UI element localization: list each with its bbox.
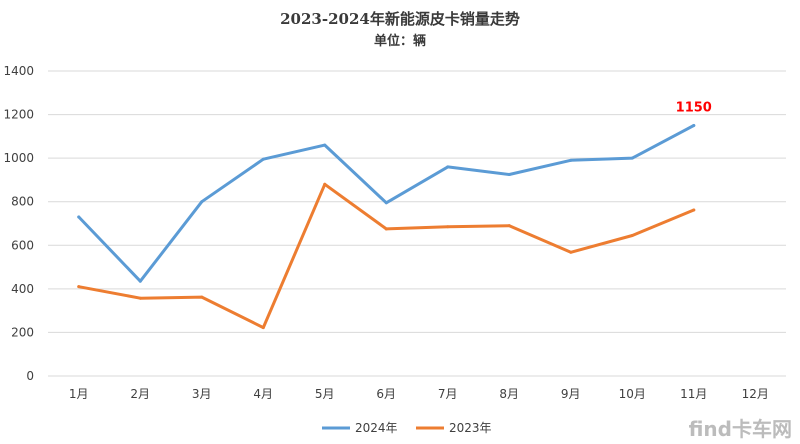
data-point xyxy=(692,208,696,212)
data-point xyxy=(507,172,511,176)
x-tick-label: 10月 xyxy=(619,387,646,401)
x-tick-label: 11月 xyxy=(680,387,707,401)
y-tick-label: 0 xyxy=(26,369,34,383)
legend-label: 2024年 xyxy=(355,421,398,435)
chart-subtitle: 单位：辆 xyxy=(374,33,426,49)
legend-item-1[interactable]: 2023年 xyxy=(416,421,492,435)
x-tick-label: 8月 xyxy=(499,387,519,401)
x-tick-label: 6月 xyxy=(376,387,396,401)
legend-label: 2023年 xyxy=(449,421,492,435)
data-point xyxy=(261,326,265,330)
y-tick-label: 600 xyxy=(11,238,34,252)
data-point xyxy=(384,201,388,205)
data-point xyxy=(569,250,573,254)
x-tick-label: 1月 xyxy=(69,387,89,401)
data-point xyxy=(77,215,81,219)
legend-item-0[interactable]: 2024年 xyxy=(322,421,398,435)
data-point xyxy=(200,200,204,204)
data-point xyxy=(692,123,696,127)
data-point xyxy=(446,225,450,229)
data-point xyxy=(446,165,450,169)
y-tick-label: 400 xyxy=(11,282,34,296)
x-tick-label: 7月 xyxy=(438,387,458,401)
data-point xyxy=(200,295,204,299)
legend[interactable]: 2024年 2023年 xyxy=(322,421,492,435)
data-point xyxy=(323,182,327,186)
data-point xyxy=(261,157,265,161)
series-line-1 xyxy=(77,182,696,330)
y-tick-label: 200 xyxy=(11,325,34,339)
y-tick-label: 1400 xyxy=(3,64,34,78)
data-point xyxy=(507,224,511,228)
data-point xyxy=(77,285,81,289)
watermark: find卡车网 xyxy=(689,417,792,441)
x-tick-label: 5月 xyxy=(315,387,335,401)
x-tick-label: 4月 xyxy=(253,387,273,401)
data-point xyxy=(138,296,142,300)
data-point xyxy=(630,233,634,237)
y-tick-label: 800 xyxy=(11,195,34,209)
y-tick-label: 1200 xyxy=(3,108,34,122)
annotations: 1150 xyxy=(676,100,712,115)
series-lines xyxy=(77,123,696,330)
x-tick-label: 3月 xyxy=(192,387,212,401)
data-label: 1150 xyxy=(676,100,712,115)
data-point xyxy=(630,156,634,160)
data-point xyxy=(138,279,142,283)
y-tick-label: 1000 xyxy=(3,151,34,165)
data-point xyxy=(323,143,327,147)
y-axis-ticks: 0 200 400 600 800 1000 1200 1400 xyxy=(3,64,34,383)
data-point xyxy=(569,158,573,162)
gridlines xyxy=(48,70,786,377)
data-point xyxy=(384,227,388,231)
x-axis-ticks: 1月 2月 3月 4月 5月 6月 7月 8月 9月 10月 11月 12月 xyxy=(69,387,769,401)
x-tick-label: 9月 xyxy=(561,387,581,401)
x-tick-label: 12月 xyxy=(742,387,769,401)
x-tick-label: 2月 xyxy=(130,387,150,401)
chart-title: 2023-2024年新能源皮卡销量走势 xyxy=(280,10,520,28)
